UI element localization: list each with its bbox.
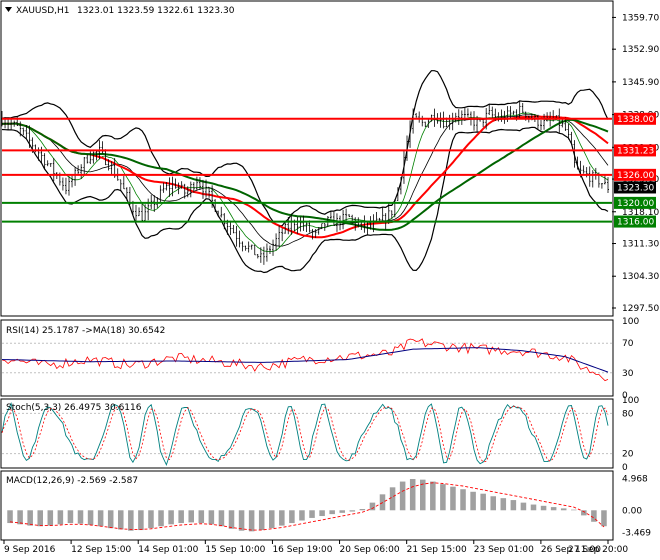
x-axis: 9 Sep 2016 12 Sep 15:00 14 Sep 01:00 15 Sep… [3, 540, 628, 555]
rsi-tick-label: 70 [622, 339, 634, 349]
stoch-axis: 100 80 20 0 [2, 396, 639, 473]
fast-ma-line [1, 112, 609, 252]
rsi-tick-label: 0 [622, 391, 628, 401]
price-pane [0, 0, 614, 317]
bollinger-upper-line [1, 70, 609, 227]
rsi-header: RSI(14) 25.1787 ->MA(18) 30.6542 [6, 326, 165, 336]
macd-tick-label: 4.968 [622, 475, 648, 485]
stoch-lines [1, 401, 609, 467]
symbol-header: XAUUSD,H1 [16, 6, 70, 16]
x-tick-label: 14 Sep 01:00 [138, 545, 198, 555]
macd-lines [7, 479, 607, 532]
macd-header: MACD(12,26,9) -2.569 -2.587 [6, 476, 138, 486]
collapse-triangle-icon[interactable] [5, 7, 12, 12]
macd-axis: 4.968 0.00 -3.469 [622, 475, 651, 539]
price-axis: 1359.701352.901345.901338.901331.901325.… [612, 13, 659, 314]
rsi-line [1, 338, 609, 382]
rsi-tick-label: 100 [622, 317, 639, 327]
x-tick-label: 9 Sep 2016 [4, 545, 56, 555]
x-tick-label: 16 Sep 19:00 [272, 545, 332, 555]
rsi-lines [1, 338, 609, 382]
current-price-label: 1323.30 [617, 183, 654, 193]
macd-signal-line [9, 482, 605, 531]
x-tick-label: 23 Sep 01:00 [474, 545, 534, 555]
stoch-tick-label: 0 [622, 463, 628, 473]
level-tag [614, 168, 656, 181]
level-label: 1338.00 [617, 115, 654, 125]
level-label: 1320.00 [617, 199, 654, 209]
bollinger-lower-line [1, 126, 609, 274]
x-tick-label: 15 Sep 10:00 [205, 545, 265, 555]
x-tick-label: 21 Sep 15:00 [407, 545, 467, 555]
price-tick-label: 1297.50 [622, 304, 659, 314]
price-tick-label: 1345.90 [622, 78, 659, 88]
rsi-ma-line [1, 347, 609, 373]
stoch-tick-label: 20 [622, 450, 634, 460]
level-label: 1331.23 [617, 146, 654, 156]
level-tag [614, 196, 656, 209]
price-tick-label: 1304.30 [622, 272, 659, 282]
rsi-tick-label: 30 [622, 369, 634, 379]
x-tick-label: 20 Sep 06:00 [340, 545, 400, 555]
macd-tick-label: 0.00 [622, 506, 642, 516]
x-tick-label: 12 Sep 15:00 [71, 545, 131, 555]
x-tick-label: 27 Sep 20:00 [568, 545, 628, 555]
stoch-tick-label: 80 [622, 409, 634, 419]
x-tick-label: 26 Sep 11:00 [541, 545, 601, 555]
level-label: 1326.00 [617, 171, 654, 181]
level-label: 1316.00 [617, 218, 654, 228]
macd-tick-label: -3.469 [622, 528, 651, 538]
ohlc-header: 1323.01 1323.59 1322.61 1323.30 [77, 6, 235, 16]
green-ma-line [1, 118, 609, 231]
stoch-header: Stoch(5,3,3) 26.4975 30.6116 [6, 403, 142, 413]
level-tag [614, 112, 656, 125]
price-tick-label: 1311.30 [622, 240, 659, 250]
rsi-axis: 100 70 30 0 [2, 317, 639, 401]
price-tick-label: 1359.70 [622, 13, 659, 23]
level-tag [614, 144, 656, 157]
current-price-tag [614, 181, 656, 194]
stoch-pane [0, 398, 614, 469]
stoch-tick-label: 100 [622, 396, 639, 406]
stoch-k-line [1, 401, 609, 467]
level-tag [614, 215, 656, 228]
price-tick-label: 1318.10 [622, 208, 659, 218]
price-levels: 1338.00 1331.23 1326.00 1320.00 1316.00 1323.… [2, 112, 656, 228]
price-tick-label: 1352.90 [622, 45, 659, 55]
price-candles [1, 100, 609, 265]
